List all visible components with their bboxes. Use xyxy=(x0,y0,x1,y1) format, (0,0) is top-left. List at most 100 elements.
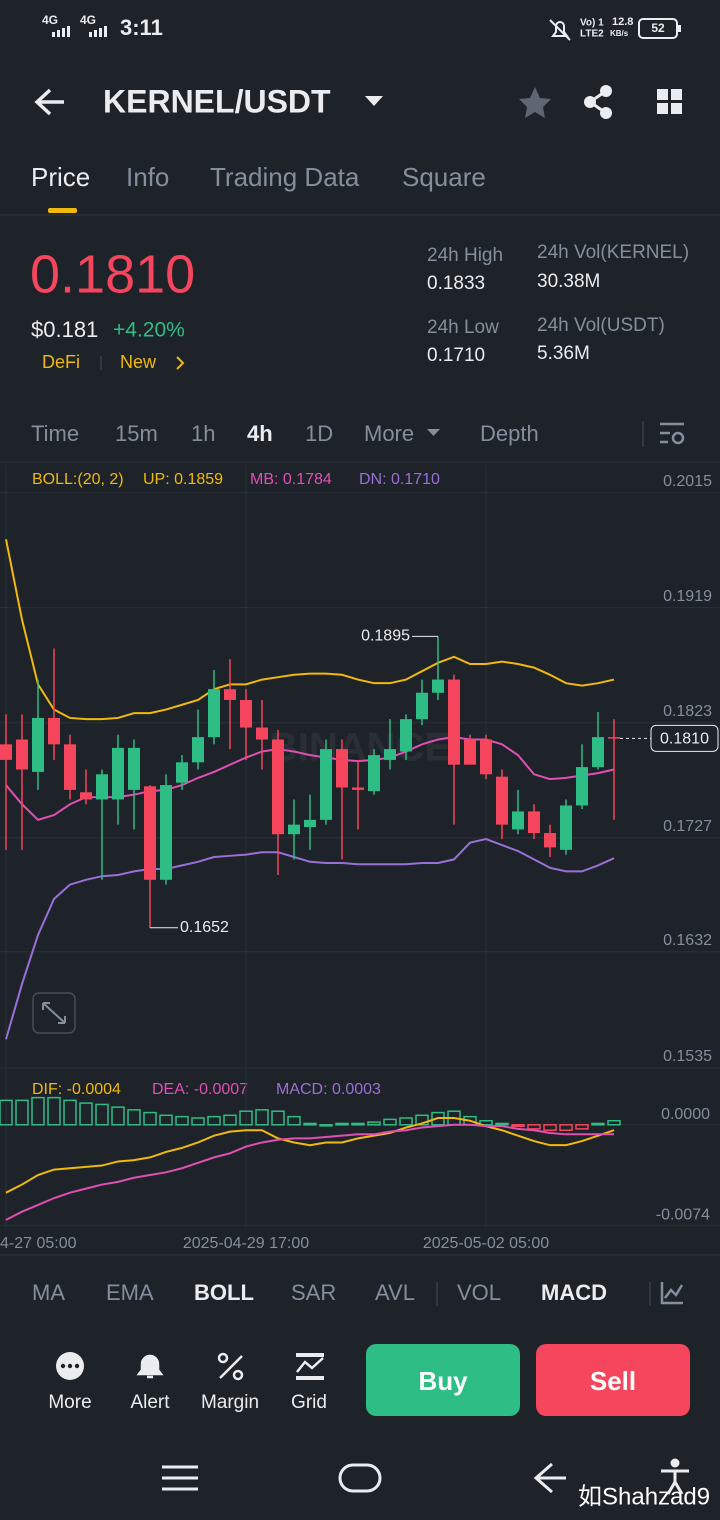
candle-body xyxy=(528,811,540,834)
macd-bar xyxy=(191,1117,205,1126)
sell-button[interactable] xyxy=(536,1344,690,1416)
margin-icon[interactable] xyxy=(217,1352,244,1381)
stat-label: 24h Vol(KERNEL) xyxy=(537,242,689,263)
buy-label[interactable]: Buy xyxy=(418,1366,468,1396)
nav-menu[interactable] xyxy=(162,1465,198,1491)
candle-body xyxy=(544,833,556,848)
indicator-tab[interactable]: SAR xyxy=(291,1280,336,1305)
back-button[interactable] xyxy=(34,88,64,116)
fullscreen-icon xyxy=(42,1002,66,1024)
favorite-button[interactable] xyxy=(519,87,551,118)
timeframe[interactable]: More xyxy=(364,421,414,446)
candle-body xyxy=(576,767,588,806)
macd-bar xyxy=(31,1096,45,1126)
layout-button[interactable] xyxy=(657,89,682,114)
candle-body xyxy=(512,811,524,830)
indicator-tab[interactable]: VOL xyxy=(457,1280,501,1305)
candle-body xyxy=(192,737,204,763)
macd-bar xyxy=(303,1122,317,1126)
legend-entry: UP: 0.1859 xyxy=(143,471,223,488)
tab[interactable]: Info xyxy=(126,162,169,192)
more-icon-dots xyxy=(60,1363,80,1369)
candle-body xyxy=(336,749,348,788)
signal-icon xyxy=(89,26,107,37)
macd-line xyxy=(5,1123,614,1221)
nav-back[interactable] xyxy=(533,1462,566,1494)
macd-bar xyxy=(591,1122,605,1126)
sell-label[interactable]: Sell xyxy=(590,1366,636,1396)
grid-icon[interactable] xyxy=(296,1353,324,1380)
chart-settings[interactable] xyxy=(660,422,685,445)
timeframe[interactable]: Depth xyxy=(480,421,539,446)
share-button[interactable] xyxy=(584,85,612,119)
candle-body xyxy=(272,739,284,835)
buy-button[interactable] xyxy=(366,1344,520,1416)
candle-body xyxy=(96,774,108,800)
macd-bar xyxy=(575,1124,589,1130)
lte-label: LTE2 xyxy=(580,29,604,40)
legend-entry: DEA: -0.0007 xyxy=(152,1081,248,1098)
timeframe[interactable]: Time xyxy=(31,421,79,446)
alert-icon[interactable] xyxy=(136,1354,164,1379)
macd-bar xyxy=(399,1117,413,1126)
boll-line xyxy=(5,837,615,1040)
candle-body xyxy=(240,699,252,728)
mute-icon xyxy=(549,19,571,41)
action-label[interactable]: Grid xyxy=(291,1392,327,1413)
candle-body xyxy=(304,819,316,828)
macd-bar xyxy=(271,1110,285,1126)
timeframe[interactable]: 4h xyxy=(247,421,273,446)
macd-bar xyxy=(255,1109,269,1126)
candle-body xyxy=(416,692,428,720)
candle-body xyxy=(208,689,220,738)
tab[interactable]: Price xyxy=(31,162,90,192)
candle-body xyxy=(368,755,380,792)
fullscreen-button[interactable] xyxy=(32,992,76,1034)
min-label: 0.1652 xyxy=(180,919,229,936)
candle-body xyxy=(352,787,364,790)
action-label[interactable]: More xyxy=(48,1392,91,1413)
macd-bar xyxy=(479,1119,493,1126)
clock: 3:11 xyxy=(120,15,163,40)
macd-bar xyxy=(511,1124,525,1127)
y-tick-label: 0.1632 xyxy=(663,932,712,949)
candle-body xyxy=(32,717,44,772)
candle-body xyxy=(384,749,396,760)
macd-bar xyxy=(367,1121,381,1126)
timeframe[interactable]: 15m xyxy=(115,421,158,446)
pair-dropdown[interactable] xyxy=(365,96,383,106)
macd-bar xyxy=(79,1102,93,1126)
volte-label: Vo) 1 xyxy=(580,18,604,29)
network-label: 4G xyxy=(80,13,96,27)
battery-level: 52 xyxy=(651,21,665,35)
action-label[interactable]: Margin xyxy=(201,1392,259,1413)
signal-icon xyxy=(52,26,70,37)
tag[interactable]: New xyxy=(120,352,157,372)
macd-bar xyxy=(607,1119,621,1126)
tab[interactable]: Trading Data xyxy=(210,162,360,192)
indicator-tab[interactable]: AVL xyxy=(375,1280,415,1305)
candle-body xyxy=(160,785,172,880)
action-label[interactable]: Alert xyxy=(130,1392,170,1413)
timeframe[interactable]: 1D xyxy=(305,421,333,446)
indicator-settings[interactable] xyxy=(660,1282,684,1305)
nav-home[interactable] xyxy=(338,1463,382,1493)
legend-entry: DN: 0.1710 xyxy=(359,471,440,488)
x-tick-label: 4-27 05:00 xyxy=(0,1235,77,1252)
macd-bar xyxy=(319,1124,333,1127)
indicator-tab[interactable]: EMA xyxy=(106,1280,154,1305)
macd-bar xyxy=(495,1122,509,1126)
timeframe[interactable]: 1h xyxy=(191,421,215,446)
accessibility-icon[interactable] xyxy=(661,1458,689,1495)
indicator-tab[interactable]: MACD xyxy=(541,1280,607,1305)
stat-value: 0.1710 xyxy=(427,345,485,366)
tab[interactable]: Square xyxy=(402,162,486,192)
chevron xyxy=(176,356,185,370)
indicator-tab[interactable]: BOLL xyxy=(194,1280,254,1305)
indicator-tab[interactable]: MA xyxy=(32,1280,65,1305)
candle-body xyxy=(144,786,156,880)
pair-title[interactable]: KERNEL/USDT xyxy=(103,83,331,119)
y-tick-label: 0.0000 xyxy=(661,1106,710,1123)
macd-bar xyxy=(159,1114,173,1126)
tag[interactable]: DeFi xyxy=(42,352,80,372)
